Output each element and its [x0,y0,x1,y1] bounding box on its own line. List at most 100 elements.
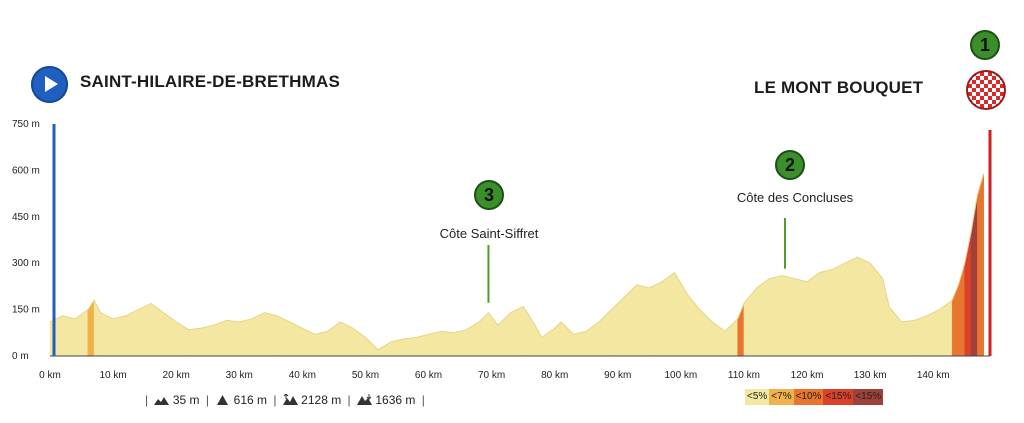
profile-segment [686,293,701,357]
profile-segment [781,275,795,357]
checkered-flag-icon [966,70,1006,110]
profile-segment [832,262,846,357]
x-tick-label: 30 km [226,370,253,381]
elevation-gain-value: 2128 m [301,393,342,407]
profile-segment [112,315,126,357]
profile-segment [138,303,152,357]
x-tick-label: 60 km [415,370,442,381]
x-tick-label: 90 km [604,370,631,381]
climb-name-saint-siffret: Côte Saint-Siffret [439,226,539,241]
elevation-loss-icon [357,394,373,405]
profile-segment [901,320,915,357]
profile-segment [302,327,316,357]
x-tick-label: 120 km [791,370,824,381]
profile-segment [819,269,833,357]
profile-segment [175,321,190,357]
x-tick-label: 100 km [664,370,697,381]
y-tick-label: 600 m [12,165,40,176]
x-tick-label: 70 km [478,370,505,381]
legend-over-15: <15% [853,389,884,405]
profile-segment [598,309,612,357]
min-altitude-value: 35 m [172,393,200,407]
profile-segment [213,320,227,357]
profile-segment [440,330,455,357]
profile-segment [403,337,417,357]
profile-segment [201,324,215,357]
profile-segment [415,334,429,357]
y-tick-label: 0 m [12,351,29,362]
profile-segment [611,296,625,357]
legend-under-7: <7% [769,389,794,405]
profile-segment [93,300,101,357]
profile-segment [951,284,959,357]
profile-segment [239,318,253,357]
legend-under-15: <15% [823,389,854,405]
profile-segment [314,330,328,357]
x-tick-label: 80 km [541,370,568,381]
x-tick-label: 40 km [289,370,316,381]
profile-segment [958,263,966,357]
profile-segment [768,275,783,357]
profile-segment [756,278,770,357]
profile-segment [964,232,972,357]
climb-rank-badge-2: 2 [775,150,805,180]
x-tick-label: 0 km [39,370,61,381]
y-tick-label: 750 m [12,119,40,130]
max-altitude-value: 616 m [233,393,268,407]
climb-rank-badge-3: 3 [474,180,504,210]
profile-segment [649,281,663,357]
y-tick-label: 300 m [12,258,40,269]
climb-rank-badge-1: 1 [970,30,1000,60]
profile-segment [977,173,984,357]
profile-segment [794,278,808,357]
profile-segment [529,314,543,357]
profile-segment [478,312,489,357]
profile-segment [926,309,940,357]
legend-under-10: <10% [793,389,824,405]
finish-town-name: LE MONT BOUQUET [754,78,924,97]
profile-segment [970,195,978,357]
x-tick-label: 130 km [854,370,887,381]
profile-segment [914,315,928,357]
elevation-gain-icon [282,394,298,405]
profile-segment [661,271,675,357]
profile-outline [49,173,985,351]
profile-segment [264,312,278,357]
profile-segment [636,284,650,357]
profile-segment [857,256,871,357]
profile-segment [510,306,524,357]
climb-name-concluses: Côte des Concluses [736,190,854,205]
profile-segment [674,271,688,357]
y-tick-label: 150 m [12,305,40,316]
max-altitude-icon [217,395,229,405]
profile-segment [251,312,265,357]
profile-segment [125,309,139,357]
profile-segment [62,315,76,357]
start-town-name: SAINT-HILAIRE-DE-BRETHMAS [80,72,340,91]
profile-segment [49,315,63,357]
profile-segment [466,321,480,357]
profile-segment [806,271,820,357]
profile-segment [74,309,89,357]
x-tick-label: 140 km [917,370,950,381]
profile-segment [573,330,587,357]
x-tick-label: 110 km [728,370,760,381]
min-altitude-icon [154,397,170,405]
gradient-legend: <5% <7% <10% <15% <15% [745,389,884,405]
profile-segment [276,315,290,357]
profile-segment [560,321,574,357]
profile-segment [699,309,713,357]
profile-segment [743,287,757,357]
profile-segment [365,336,379,357]
y-tick-label: 450 m [12,212,40,223]
profile-segment [428,330,442,357]
profile-segment [844,256,858,357]
elevation-loss-value: 1636 m [375,393,416,407]
profile-segment [163,312,177,357]
profile-segment [226,320,240,357]
stage-stats: | 35 m | 616 m | 2128 m | 1636 m | [145,393,425,407]
legend-under-5: <5% [745,389,770,405]
x-tick-label: 50 km [352,370,379,381]
x-tick-label: 10 km [99,370,126,381]
profile-segment [188,327,202,357]
